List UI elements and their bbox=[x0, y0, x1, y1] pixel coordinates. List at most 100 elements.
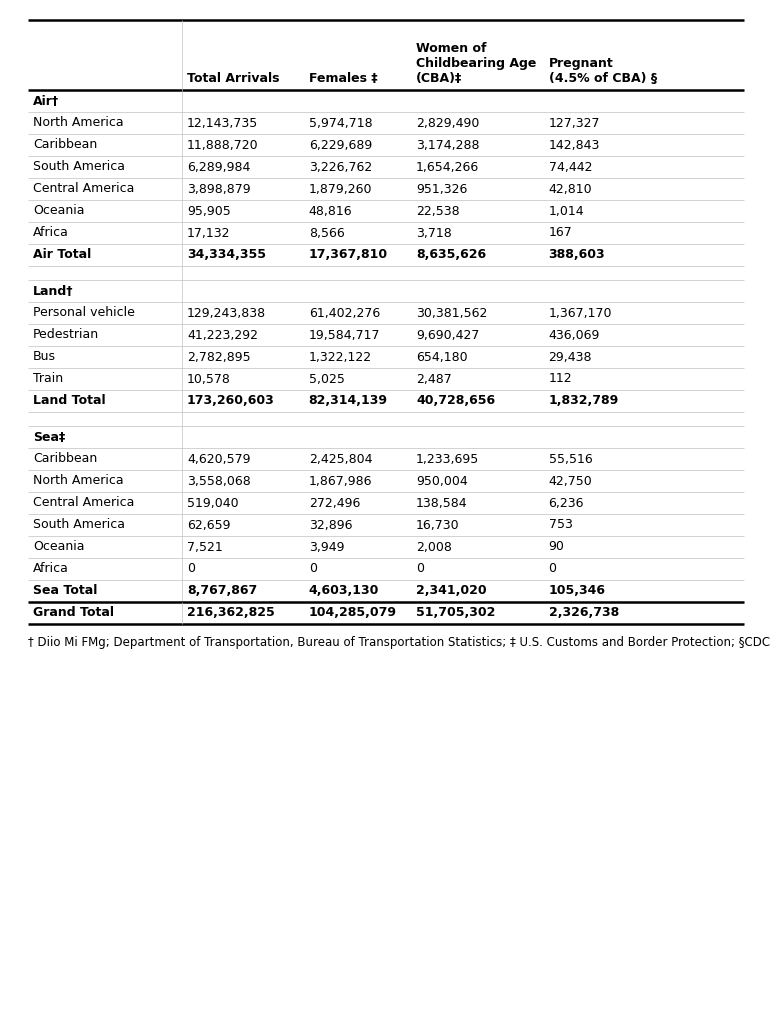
Text: 8,635,626: 8,635,626 bbox=[416, 248, 486, 261]
Text: 10,578: 10,578 bbox=[187, 373, 231, 386]
Text: 6,289,984: 6,289,984 bbox=[187, 160, 250, 173]
Text: 2,782,895: 2,782,895 bbox=[187, 350, 251, 364]
Text: Train: Train bbox=[33, 373, 63, 386]
Text: 167: 167 bbox=[549, 227, 572, 239]
Text: Sea Total: Sea Total bbox=[33, 585, 97, 598]
Text: Caribbean: Caribbean bbox=[33, 453, 97, 466]
Text: 2,425,804: 2,425,804 bbox=[309, 453, 372, 466]
Text: 127,327: 127,327 bbox=[549, 116, 600, 130]
Text: 42,810: 42,810 bbox=[549, 182, 592, 196]
Text: Bus: Bus bbox=[33, 350, 56, 364]
Text: 7,521: 7,521 bbox=[187, 541, 222, 553]
Text: Total Arrivals: Total Arrivals bbox=[187, 72, 279, 85]
Text: Women of
Childbearing Age
(CBA)‡: Women of Childbearing Age (CBA)‡ bbox=[416, 42, 537, 85]
Text: 173,260,603: 173,260,603 bbox=[187, 394, 275, 407]
Text: 388,603: 388,603 bbox=[549, 248, 605, 261]
Text: 4,603,130: 4,603,130 bbox=[309, 585, 379, 598]
Text: 753: 753 bbox=[549, 519, 572, 532]
Text: 8,767,867: 8,767,867 bbox=[187, 585, 257, 598]
Text: North America: North America bbox=[33, 116, 124, 130]
Text: 17,367,810: 17,367,810 bbox=[309, 248, 388, 261]
Text: 4,620,579: 4,620,579 bbox=[187, 453, 250, 466]
Text: 2,008: 2,008 bbox=[416, 541, 452, 553]
Text: 0: 0 bbox=[309, 562, 317, 575]
Text: Sea‡: Sea‡ bbox=[33, 431, 66, 444]
Text: 2,829,490: 2,829,490 bbox=[416, 116, 479, 130]
Text: 272,496: 272,496 bbox=[309, 496, 360, 510]
Text: 22,538: 22,538 bbox=[416, 205, 459, 218]
Text: North America: North America bbox=[33, 474, 124, 487]
Text: Central America: Central America bbox=[33, 496, 134, 510]
Text: 1,832,789: 1,832,789 bbox=[549, 394, 619, 407]
Text: Oceania: Oceania bbox=[33, 205, 84, 218]
Text: 2,326,738: 2,326,738 bbox=[549, 607, 619, 620]
Text: 11,888,720: 11,888,720 bbox=[187, 139, 259, 152]
Text: Africa: Africa bbox=[33, 227, 69, 239]
Text: 74,442: 74,442 bbox=[549, 160, 592, 173]
Text: 17,132: 17,132 bbox=[187, 227, 230, 239]
Text: 138,584: 138,584 bbox=[416, 496, 468, 510]
Text: 95,905: 95,905 bbox=[187, 205, 231, 218]
Text: South America: South America bbox=[33, 519, 125, 532]
Text: 3,949: 3,949 bbox=[309, 541, 344, 553]
Text: 1,233,695: 1,233,695 bbox=[416, 453, 479, 466]
Text: Females ‡: Females ‡ bbox=[309, 72, 378, 85]
Text: 62,659: 62,659 bbox=[187, 519, 230, 532]
Text: 8,566: 8,566 bbox=[309, 227, 344, 239]
Text: 5,974,718: 5,974,718 bbox=[309, 116, 372, 130]
Text: 61,402,276: 61,402,276 bbox=[309, 307, 380, 319]
Text: 1,014: 1,014 bbox=[549, 205, 584, 218]
Text: 436,069: 436,069 bbox=[549, 328, 600, 341]
Text: 1,879,260: 1,879,260 bbox=[309, 182, 372, 196]
Text: 654,180: 654,180 bbox=[416, 350, 468, 364]
Text: 12,143,735: 12,143,735 bbox=[187, 116, 258, 130]
Text: 6,229,689: 6,229,689 bbox=[309, 139, 372, 152]
Text: 19,584,717: 19,584,717 bbox=[309, 328, 380, 341]
Text: 41,223,292: 41,223,292 bbox=[187, 328, 258, 341]
Text: 82,314,139: 82,314,139 bbox=[309, 394, 388, 407]
Text: 40,728,656: 40,728,656 bbox=[416, 394, 495, 407]
Text: Grand Total: Grand Total bbox=[33, 607, 114, 620]
Text: 3,558,068: 3,558,068 bbox=[187, 474, 251, 487]
Text: 104,285,079: 104,285,079 bbox=[309, 607, 397, 620]
Text: 3,718: 3,718 bbox=[416, 227, 452, 239]
Text: Air Total: Air Total bbox=[33, 248, 91, 261]
Text: Oceania: Oceania bbox=[33, 541, 84, 553]
Text: 6,236: 6,236 bbox=[549, 496, 584, 510]
Text: 30,381,562: 30,381,562 bbox=[416, 307, 487, 319]
Text: 16,730: 16,730 bbox=[416, 519, 459, 532]
Text: 950,004: 950,004 bbox=[416, 474, 468, 487]
Text: 1,322,122: 1,322,122 bbox=[309, 350, 372, 364]
Text: 90: 90 bbox=[549, 541, 564, 553]
Text: Pregnant
(4.5% of CBA) §: Pregnant (4.5% of CBA) § bbox=[549, 57, 657, 85]
Text: Central America: Central America bbox=[33, 182, 134, 196]
Text: 9,690,427: 9,690,427 bbox=[416, 328, 479, 341]
Text: 1,654,266: 1,654,266 bbox=[416, 160, 479, 173]
Text: 112: 112 bbox=[549, 373, 572, 386]
Text: 34,334,355: 34,334,355 bbox=[187, 248, 266, 261]
Text: 216,362,825: 216,362,825 bbox=[187, 607, 275, 620]
Text: South America: South America bbox=[33, 160, 125, 173]
Text: Pedestrian: Pedestrian bbox=[33, 328, 99, 341]
Text: 129,243,838: 129,243,838 bbox=[187, 307, 266, 319]
Text: 1,867,986: 1,867,986 bbox=[309, 474, 372, 487]
Text: 2,487: 2,487 bbox=[416, 373, 452, 386]
Text: 48,816: 48,816 bbox=[309, 205, 352, 218]
Text: Land†: Land† bbox=[33, 285, 73, 298]
Text: 3,898,879: 3,898,879 bbox=[187, 182, 251, 196]
Text: 5,025: 5,025 bbox=[309, 373, 344, 386]
Text: Personal vehicle: Personal vehicle bbox=[33, 307, 135, 319]
Text: 32,896: 32,896 bbox=[309, 519, 352, 532]
Text: Caribbean: Caribbean bbox=[33, 139, 97, 152]
Text: 0: 0 bbox=[187, 562, 195, 575]
Text: 1,367,170: 1,367,170 bbox=[549, 307, 612, 319]
Text: Land Total: Land Total bbox=[33, 394, 106, 407]
Text: † Diio Mi FMg; Department of Transportation, Bureau of Transportation Statistics: † Diio Mi FMg; Department of Transportat… bbox=[28, 636, 772, 649]
Text: 2,341,020: 2,341,020 bbox=[416, 585, 486, 598]
Text: 0: 0 bbox=[416, 562, 424, 575]
Text: Africa: Africa bbox=[33, 562, 69, 575]
Text: 951,326: 951,326 bbox=[416, 182, 467, 196]
Text: 3,174,288: 3,174,288 bbox=[416, 139, 479, 152]
Text: 0: 0 bbox=[549, 562, 557, 575]
Text: 142,843: 142,843 bbox=[549, 139, 600, 152]
